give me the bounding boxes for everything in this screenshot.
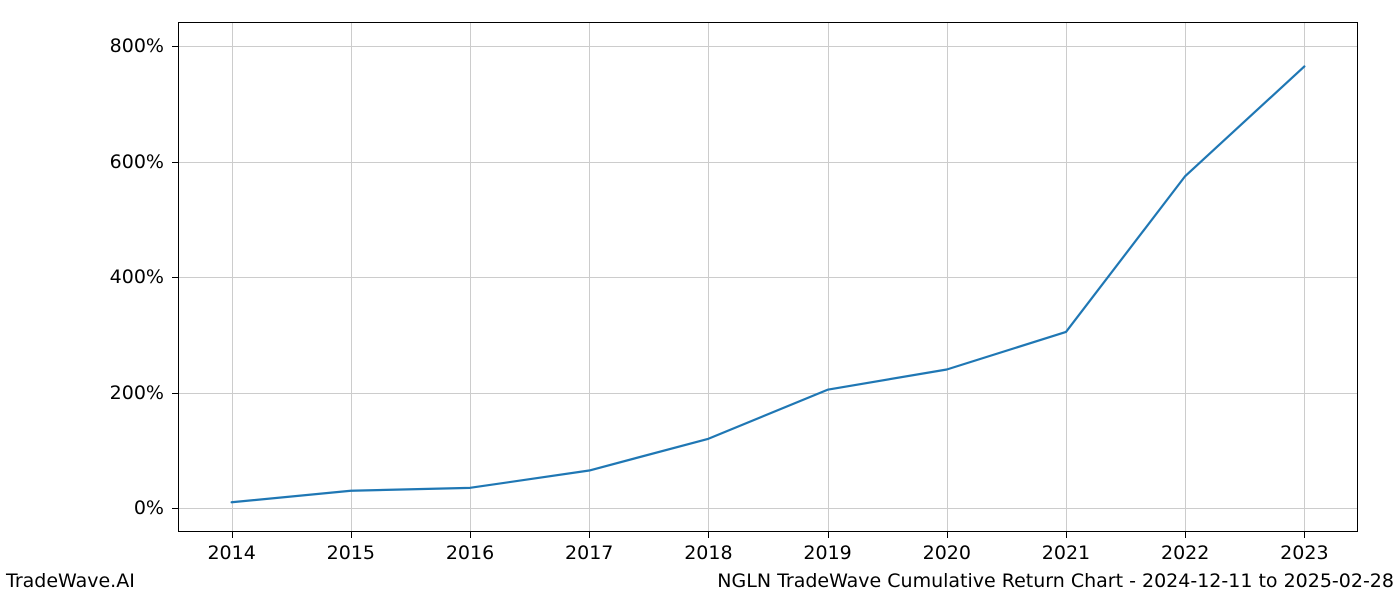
x-tick-mark [589,532,590,538]
x-tick-label: 2020 [923,542,971,564]
x-tick-label: 2019 [803,542,851,564]
x-tick-label: 2015 [327,542,375,564]
x-tick-label: 2022 [1161,542,1209,564]
x-tick-mark [351,532,352,538]
x-tick-mark [470,532,471,538]
x-tick-label: 2016 [446,542,494,564]
y-tick-mark [172,277,178,278]
chart-caption: NGLN TradeWave Cumulative Return Chart -… [717,570,1394,592]
y-tick-mark [172,393,178,394]
y-tick-label: 800% [0,35,164,57]
x-tick-label: 2018 [684,542,732,564]
watermark-left: TradeWave.AI [6,570,135,592]
x-tick-label: 2023 [1280,542,1328,564]
x-tick-label: 2017 [565,542,613,564]
y-tick-label: 200% [0,382,164,404]
x-tick-mark [708,532,709,538]
x-tick-label: 2021 [1042,542,1090,564]
y-tick-label: 0% [0,497,164,519]
axis-border [178,22,1358,532]
y-tick-mark [172,508,178,509]
y-tick-label: 400% [0,266,164,288]
x-tick-label: 2014 [207,542,255,564]
chart-container: 0% 200% 400% 600% 800% 2014 2015 2016 2017 2018 2… [0,0,1400,600]
y-tick-mark [172,46,178,47]
x-tick-mark [1066,532,1067,538]
x-tick-mark [1185,532,1186,538]
x-tick-mark [828,532,829,538]
plot-area [178,22,1358,532]
x-tick-mark [1304,532,1305,538]
x-tick-mark [947,532,948,538]
x-tick-mark [232,532,233,538]
y-tick-mark [172,162,178,163]
y-tick-label: 600% [0,151,164,173]
